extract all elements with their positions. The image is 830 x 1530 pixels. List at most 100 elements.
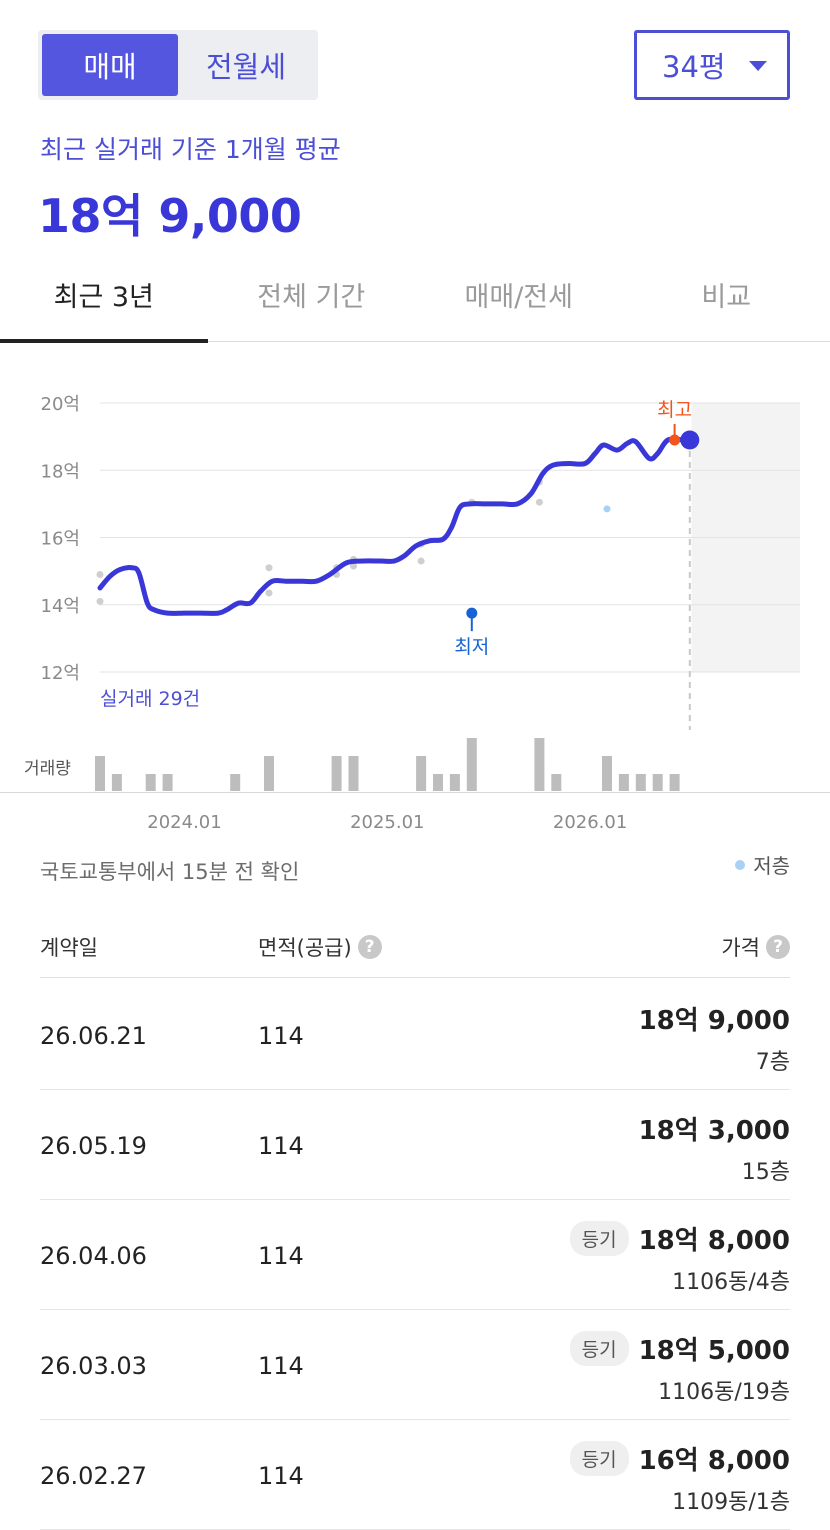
y-tick-label: 18억 — [41, 461, 80, 482]
row-price-line: 등기 16억 8,000 — [569, 1440, 790, 1477]
size-dropdown-value: 34평 — [662, 50, 726, 84]
row-price: 16억 8,000 — [638, 1446, 790, 1476]
row-date: 26.03.03 — [40, 1352, 147, 1380]
volume-bar — [534, 738, 545, 791]
volume-bar — [331, 756, 342, 791]
table-row[interactable]: 26.04.06 114 등기 18억 8,000 1106동/4층 — [40, 1200, 790, 1310]
registered-badge: 등기 — [569, 1331, 629, 1366]
volume-bar — [145, 774, 156, 791]
volume-bar — [264, 756, 274, 791]
row-price-line: 18억 3,000 — [639, 1110, 790, 1147]
row-area: 114 — [258, 1462, 304, 1490]
volume-bar — [449, 774, 460, 791]
chart-legend: 저층 — [735, 850, 790, 879]
legend-label: 저층 — [753, 854, 790, 878]
size-dropdown[interactable]: 34평 — [634, 30, 790, 100]
volume-bar — [669, 774, 680, 791]
tab-compare[interactable]: 비교 — [623, 250, 830, 341]
transaction-dot — [96, 597, 104, 605]
table-row[interactable]: 26.06.21 114 18억 9,000 7층 — [40, 980, 790, 1090]
y-tick-label: 14억 — [41, 596, 80, 617]
row-price-line: 등기 18억 5,000 — [569, 1330, 790, 1367]
volume-bar — [348, 756, 359, 791]
legend-dot-icon — [735, 859, 746, 870]
y-tick-label: 20억 — [41, 394, 80, 415]
volume-bar — [111, 774, 122, 791]
header-area: 면적(공급) ? — [258, 932, 382, 962]
row-floor: 7층 — [755, 1050, 790, 1075]
trade-type-toggle: 매매 전월세 — [38, 30, 318, 100]
row-price: 18억 8,000 — [638, 1226, 790, 1256]
average-caption: 최근 실거래 기준 1개월 평균 — [40, 135, 341, 164]
row-floor: 1106동/4층 — [672, 1270, 790, 1295]
current-point-marker — [680, 430, 700, 450]
y-tick-label: 16억 — [41, 529, 80, 550]
volume-bar — [618, 774, 629, 791]
x-tick-label: 2024.01 — [147, 812, 221, 833]
row-date: 26.05.19 — [40, 1132, 147, 1160]
header-date: 계약일 — [40, 932, 98, 962]
chart-divider — [0, 792, 830, 793]
volume-bar — [416, 756, 427, 791]
tab-sale-jeonse[interactable]: 매매/전세 — [415, 250, 623, 341]
trade-toggle-rent[interactable]: 전월세 — [205, 50, 287, 84]
table-row[interactable]: 26.02.27 114 등기 16억 8,000 1109동/1층 — [40, 1420, 790, 1530]
header-area-label: 면적(공급) — [258, 936, 352, 960]
tab-recent-3y[interactable]: 최근 3년 — [0, 250, 208, 343]
x-tick-label: 2026.01 — [553, 812, 627, 833]
transaction-count-label: 실거래 29건 — [100, 688, 200, 710]
row-area: 114 — [258, 1242, 304, 1270]
tab-label: 비교 — [701, 282, 752, 313]
volume-bar — [551, 774, 562, 791]
tab-label: 전체 기간 — [257, 282, 366, 313]
high-marker-label: 최고 — [657, 399, 692, 421]
table-row[interactable]: 26.03.03 114 등기 18억 5,000 1106동/19층 — [40, 1310, 790, 1420]
volume-bar — [602, 756, 612, 791]
row-price: 18억 3,000 — [638, 1116, 790, 1146]
row-area: 114 — [258, 1022, 304, 1050]
volume-label: 거래량 — [24, 759, 71, 779]
low-marker-label: 최저 — [454, 636, 489, 658]
price-trend-line — [97, 436, 686, 616]
low-floor-dot — [603, 505, 611, 513]
row-price: 18억 5,000 — [638, 1336, 790, 1366]
transaction-dot — [417, 557, 425, 565]
period-tabs: 최근 3년 전체 기간 매매/전세 비교 — [0, 250, 830, 343]
volume-bar — [433, 774, 443, 791]
tab-label: 최근 3년 — [53, 282, 154, 313]
table-header: 계약일 면적(공급) ? 가격 ? — [40, 920, 790, 978]
row-date: 26.04.06 — [40, 1242, 147, 1270]
help-icon[interactable]: ? — [766, 935, 790, 959]
x-tick-label: 2025.01 — [350, 812, 424, 833]
row-area: 114 — [258, 1132, 304, 1160]
header-date-label: 계약일 — [40, 936, 98, 960]
help-icon[interactable]: ? — [357, 935, 382, 959]
caret-down-icon — [749, 61, 767, 71]
row-price: 18억 9,000 — [638, 1006, 790, 1036]
row-price-line: 등기 18억 8,000 — [569, 1220, 790, 1257]
volume-bar — [466, 738, 477, 791]
tab-all-period[interactable]: 전체 기간 — [208, 250, 416, 341]
y-tick-label: 12억 — [41, 663, 80, 684]
row-floor: 1109동/1층 — [672, 1490, 790, 1515]
registered-badge: 등기 — [569, 1221, 629, 1256]
transaction-dot — [265, 589, 273, 597]
row-date: 26.06.21 — [40, 1022, 147, 1050]
volume-bar — [652, 774, 663, 791]
registered-badge: 등기 — [569, 1441, 629, 1476]
transaction-dot — [350, 562, 357, 570]
row-floor: 1106동/19층 — [658, 1380, 790, 1405]
row-floor: 15층 — [741, 1160, 790, 1185]
header-price: 가격 ? — [721, 932, 790, 962]
row-date: 26.02.27 — [40, 1462, 147, 1490]
header-price-label: 가격 — [721, 936, 760, 960]
volume-bar — [95, 756, 105, 791]
average-price: 18억 9,000 — [38, 189, 302, 243]
volume-bar — [230, 774, 241, 791]
row-price-line: 18억 9,000 — [639, 1000, 790, 1037]
trade-toggle-sale[interactable]: 매매 — [42, 34, 178, 96]
transaction-dot — [96, 570, 104, 578]
table-row[interactable]: 26.05.19 114 18억 3,000 15층 — [40, 1090, 790, 1200]
high-marker-dot — [669, 434, 681, 446]
